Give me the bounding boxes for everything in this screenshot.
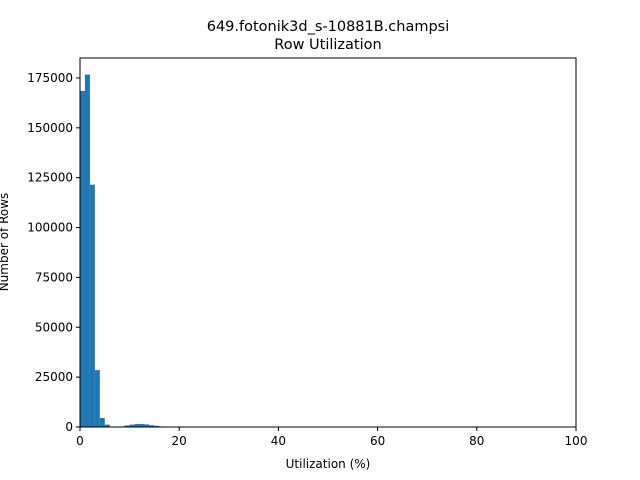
y-tick-label: 25000	[35, 370, 73, 384]
histogram-bar	[99, 418, 105, 427]
y-axis-label: Number of Rows	[0, 193, 11, 292]
histogram-bar	[139, 424, 145, 427]
x-axis-label: Utilization (%)	[286, 457, 371, 471]
y-tick-label: 50000	[35, 320, 73, 334]
x-tick-label: 60	[370, 434, 385, 448]
histogram-bar	[129, 424, 135, 427]
y-tick-label: 100000	[27, 221, 73, 235]
histogram-bar	[144, 424, 150, 427]
histogram-bar	[94, 370, 100, 427]
y-axis-ticks: 0 25000 50000 75000 100000 125000 150000 175000	[27, 71, 80, 434]
x-tick-label: 100	[565, 434, 588, 448]
histogram-bar	[124, 425, 130, 427]
y-tick-label: 125000	[27, 171, 73, 185]
plot-area-frame	[79, 57, 577, 428]
bars-group	[80, 74, 180, 427]
x-tick-label: 40	[271, 434, 286, 448]
x-tick-label: 0	[76, 434, 84, 448]
x-tick-label: 80	[469, 434, 484, 448]
histogram-bar	[80, 90, 85, 427]
y-tick-label: 150000	[27, 121, 73, 135]
chart-subtitle: Row Utilization	[274, 37, 381, 53]
y-tick-label: 0	[65, 420, 73, 434]
histogram-bar	[134, 424, 140, 427]
histogram-bar	[104, 424, 110, 427]
chart-title: 649.fotonik3d_s-10881B.champsi	[207, 19, 450, 35]
y-tick-label: 75000	[35, 270, 73, 284]
x-axis-ticks: 0 20 40 60 80 100	[76, 427, 587, 448]
histogram-bar	[149, 425, 155, 427]
histogram-bar	[89, 184, 95, 427]
histogram-bar	[84, 74, 90, 427]
x-tick-label: 20	[172, 434, 187, 448]
y-tick-label: 175000	[27, 71, 73, 85]
histogram-bar	[154, 425, 160, 427]
